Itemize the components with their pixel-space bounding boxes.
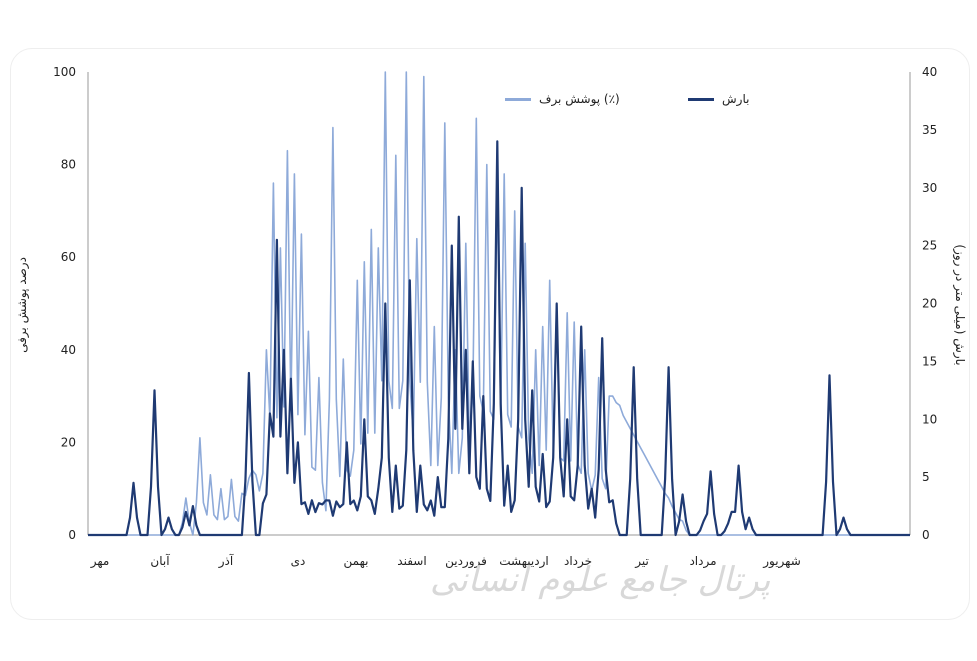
x-month-label: آبان [150,553,170,568]
watermark-text: پرتال جامع علوم انسانی [430,560,771,600]
y-axis-right-label: بارش (میلی متر در روز) [953,244,967,366]
y-left-tick-label: 0 [68,528,76,542]
x-month-label: بهمن [344,554,369,569]
legend-precip: بارش [688,92,749,106]
right-axis-ticks: 0 5 10 15 20 25 30 35 40 [922,65,937,542]
x-month-label: اردیبهشت [499,554,548,569]
y-right-tick-label: 5 [922,470,930,484]
y-left-tick-label: 60 [61,250,76,264]
y-right-tick-label: 20 [922,297,937,311]
legend-snow-swatch [505,97,531,101]
legend-precip-swatch [688,97,714,101]
legend-snow-label: پوشش برف (٪) [539,92,620,106]
precipitation-line [88,140,910,537]
x-month-label: مرداد [689,554,716,569]
y-left-tick-label: 100 [53,65,76,79]
x-axis-month-labels: مهر آبان آذر دی بهمن اسفند فروردین اردیبهشت خردا… [90,553,801,569]
y-right-tick-label: 10 [922,412,937,426]
y-right-tick-label: 35 [922,123,937,137]
left-axis-ticks: 0 20 40 60 80 100 [53,65,76,542]
y-right-tick-label: 30 [922,181,937,195]
y-left-tick-label: 80 [61,158,76,172]
y-right-tick-label: 15 [922,354,937,368]
x-month-label: شهریور [762,554,801,569]
chart-frame [10,48,970,620]
x-month-label: تیر [634,554,649,569]
x-month-label: دی [291,554,306,568]
y-right-tick-label: 25 [922,239,937,253]
x-month-label: خرداد [564,554,592,569]
y-left-tick-label: 20 [61,435,76,449]
y-right-tick-label: 40 [922,65,937,79]
x-month-label: آذر [218,553,234,569]
y-left-tick-label: 40 [61,343,76,357]
legend-snow: پوشش برف (٪) [505,92,620,106]
x-month-label: فروردین [445,554,487,569]
x-month-label: مهر [90,554,110,569]
legend-precip-label: بارش [722,92,750,106]
series-precipitation [88,140,910,537]
y-right-tick-label: 0 [922,528,930,542]
x-month-label: اسفند [397,554,426,568]
y-axis-left-label: درصد پوشش برفی [15,257,29,353]
